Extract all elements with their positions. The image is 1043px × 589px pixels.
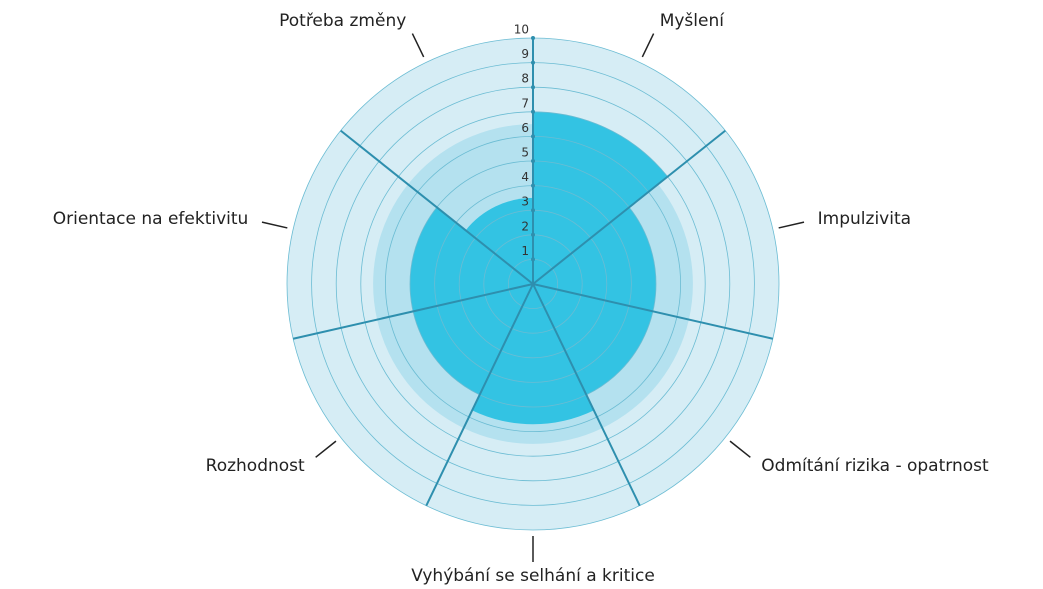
r-tick-label: 9 (521, 47, 529, 61)
category-label: Rozhodnost (206, 456, 305, 476)
tick-dot (531, 232, 535, 237)
leader-line (778, 221, 805, 229)
category-label: Orientace na efektivitu (53, 209, 249, 229)
r-tick-label: 10 (514, 23, 529, 37)
sector (533, 284, 653, 395)
r-tick-label: 3 (521, 195, 529, 209)
r-tick-label: 5 (521, 146, 529, 160)
sector (410, 207, 533, 312)
category-label: Odmítání rizika - opatrnost (761, 456, 989, 476)
sector-divider (425, 283, 534, 507)
tick-dot (531, 134, 535, 139)
tick-dot (531, 85, 535, 90)
tick-dot (531, 183, 535, 188)
r-tick-label: 8 (521, 72, 529, 86)
leader-line (729, 440, 751, 458)
sector-divider (532, 129, 726, 285)
category-label: Vyhýbání se selhání a kritice (411, 566, 655, 586)
sector-divider (532, 283, 641, 507)
sector (533, 111, 668, 284)
category-label: Impulzivita (818, 209, 911, 229)
r-tick-label: 4 (521, 170, 529, 184)
category-label: Myšlení (660, 11, 726, 31)
r-tick-label: 7 (521, 96, 529, 110)
category-label: Potřeba změny (279, 11, 406, 31)
leader-line (315, 440, 337, 458)
sector-divider (340, 129, 534, 285)
sector-divider (532, 283, 774, 340)
tick-dot (531, 159, 535, 163)
r-tick-label: 2 (521, 219, 529, 233)
sector (472, 284, 594, 425)
tick-dot (531, 109, 535, 114)
leader-line (261, 221, 288, 229)
tick-dot (531, 257, 535, 262)
sector (533, 207, 656, 312)
leader-line (411, 33, 425, 58)
sector-divider (292, 283, 534, 340)
tick-dot (531, 60, 535, 65)
sector (413, 284, 533, 395)
r-tick-label: 6 (521, 121, 529, 135)
sector (465, 197, 533, 284)
r-tick-label: 1 (521, 244, 529, 258)
leader-line (641, 33, 655, 58)
tick-dot (531, 36, 535, 40)
tick-dot (531, 208, 535, 213)
